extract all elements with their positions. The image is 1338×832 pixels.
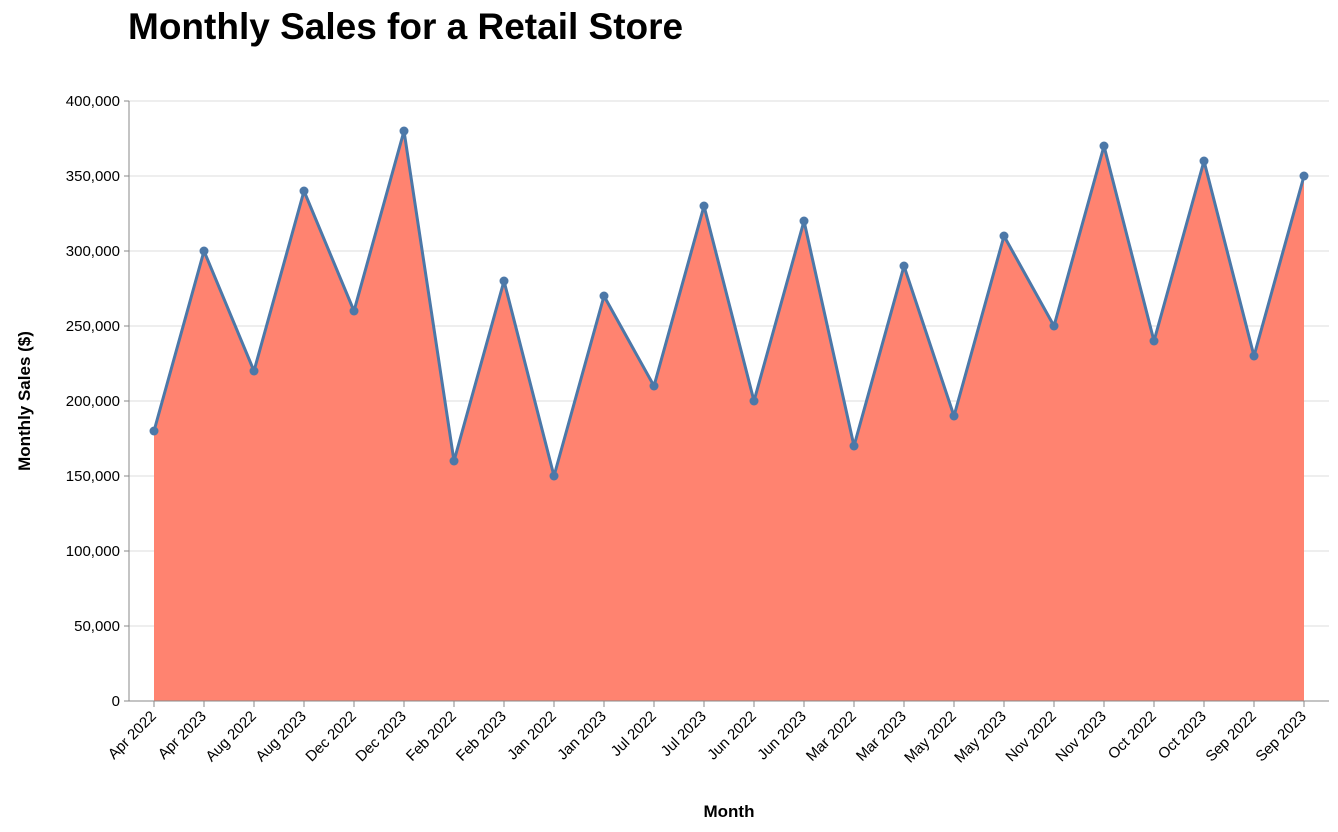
y-tick-label: 200,000: [66, 393, 120, 410]
y-tick-label: 50,000: [74, 618, 120, 635]
x-tick-label: Apr 2022: [105, 708, 160, 763]
y-tick-label: 250,000: [66, 318, 120, 335]
x-tick-label: Sep 2023: [1252, 708, 1309, 765]
point-layer: [149, 126, 1309, 481]
x-tick-label: Oct 2022: [1105, 708, 1160, 763]
data-point: [649, 381, 659, 391]
x-tick-label: Jan 2023: [554, 708, 610, 764]
sales-line: [152, 129, 1306, 478]
x-tick-label: Feb 2023: [453, 708, 510, 765]
sales-area: [154, 131, 1304, 701]
y-tick-label: 100,000: [66, 543, 120, 560]
x-tick-label: Dec 2022: [302, 708, 359, 765]
y-tick-label: 300,000: [66, 243, 120, 260]
chart-title: Monthly Sales for a Retail Store: [128, 6, 684, 47]
y-tick-label: 150,000: [66, 468, 120, 485]
x-axis-title: Month: [704, 802, 755, 821]
x-tick-label: May 2023: [951, 708, 1010, 767]
data-point: [1199, 156, 1209, 166]
data-point: [349, 306, 359, 316]
data-point: [799, 216, 809, 226]
data-point: [749, 396, 759, 406]
y-axis-title: Monthly Sales ($): [15, 331, 34, 471]
data-point: [1099, 141, 1109, 151]
data-point: [949, 411, 959, 421]
data-point: [1049, 321, 1059, 331]
data-point: [899, 261, 909, 271]
y-tick-label: 0: [112, 693, 120, 710]
data-point: [1249, 351, 1259, 361]
data-point: [149, 426, 159, 436]
x-tick-label: May 2022: [901, 708, 960, 767]
data-point: [599, 291, 609, 301]
area-layer: [154, 131, 1304, 701]
data-point: [199, 246, 209, 256]
x-tick-label: Jul 2023: [658, 708, 710, 760]
data-point: [249, 366, 259, 376]
x-tick-label: Feb 2022: [403, 708, 460, 765]
x-tick-label: Nov 2022: [1002, 708, 1059, 765]
x-tick-label: Apr 2023: [155, 708, 210, 763]
x-tick-label: Dec 2023: [352, 708, 409, 765]
data-point: [549, 471, 559, 481]
data-point: [1299, 171, 1309, 181]
x-tick-label: Jan 2022: [504, 708, 560, 764]
y-tick-label: 400,000: [66, 93, 120, 110]
data-point: [299, 186, 309, 196]
data-point: [699, 201, 709, 211]
data-point: [449, 456, 459, 466]
x-tick-label: Aug 2023: [252, 708, 309, 765]
data-point: [1149, 336, 1159, 346]
x-tick-label: Jul 2022: [608, 708, 660, 760]
data-point: [499, 276, 509, 286]
x-tick-label: Mar 2022: [803, 708, 860, 765]
line-layer: [152, 129, 1306, 478]
x-tick-label: Aug 2022: [202, 708, 259, 765]
x-tick-label: Nov 2023: [1052, 708, 1109, 765]
data-point: [399, 126, 409, 136]
data-point: [999, 231, 1009, 241]
x-tick-label: Oct 2023: [1155, 708, 1210, 763]
y-tick-label: 350,000: [66, 168, 120, 185]
x-tick-label: Sep 2022: [1202, 708, 1259, 765]
x-tick-label: Mar 2023: [853, 708, 910, 765]
x-tick-label: Jun 2022: [704, 708, 760, 764]
data-point: [849, 441, 859, 451]
x-tick-label: Jun 2023: [754, 708, 810, 764]
